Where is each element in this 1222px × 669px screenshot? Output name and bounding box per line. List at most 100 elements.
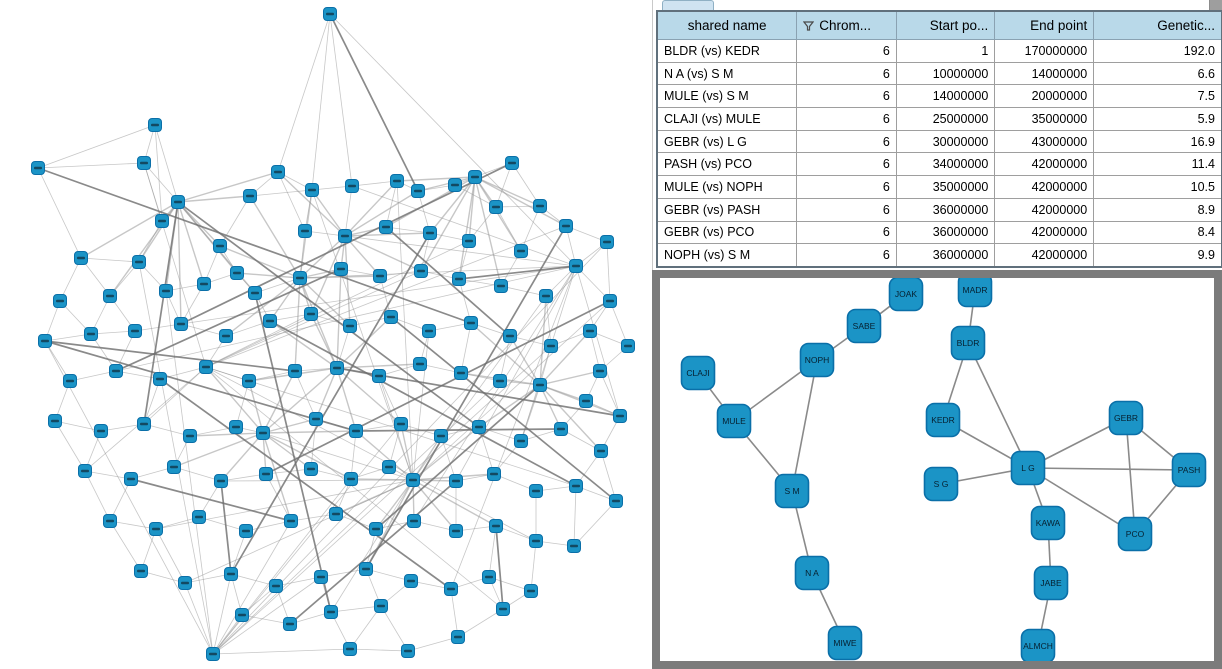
network-node[interactable] [259,467,273,481]
network-node[interactable] [489,519,503,533]
network-node[interactable] [314,570,328,584]
network-node[interactable] [567,539,581,553]
network-node[interactable] [153,372,167,386]
network-node[interactable] [411,184,425,198]
network-node[interactable] [449,474,463,488]
cell-value[interactable]: 36000000 [895,243,996,268]
subnetwork-node-kawa[interactable]: KAWA [1030,505,1066,541]
network-node[interactable] [224,567,238,581]
network-node[interactable] [219,329,233,343]
network-node[interactable] [593,364,607,378]
network-node[interactable] [533,199,547,213]
cell-shared-name[interactable]: CLAJI (vs) MULE [656,107,798,131]
network-node[interactable] [390,174,404,188]
network-node[interactable] [183,429,197,443]
network-node[interactable] [174,317,188,331]
network-node[interactable] [63,374,77,388]
network-node[interactable] [134,564,148,578]
network-node[interactable] [235,608,249,622]
network-node[interactable] [554,422,568,436]
network-node[interactable] [103,289,117,303]
network-node[interactable] [468,170,482,184]
network-node[interactable] [579,394,593,408]
cell-value[interactable]: 35000000 [994,107,1095,131]
cell-value[interactable]: 36000000 [895,197,996,222]
network-node[interactable] [338,229,352,243]
network-node[interactable] [594,444,608,458]
network-node[interactable] [569,259,583,273]
network-node[interactable] [148,118,162,132]
cell-value[interactable]: 6 [796,84,897,109]
cell-shared-name[interactable]: PASH (vs) PCO [656,152,798,177]
cell-shared-name[interactable]: MULE (vs) S M [656,84,798,109]
network-node[interactable] [206,647,220,661]
network-node[interactable] [137,156,151,170]
subnetwork-edge[interactable] [1027,467,1136,535]
subnetwork-node-bldr[interactable]: BLDR [950,325,986,361]
network-node[interactable] [489,200,503,214]
network-node[interactable] [103,514,117,528]
cell-value[interactable]: 6 [796,243,897,268]
cell-value[interactable]: 8.9 [1093,197,1222,222]
column-header-startpo[interactable]: Start po... [895,10,996,40]
network-node[interactable] [199,360,213,374]
cell-value[interactable]: 6.6 [1093,61,1222,86]
network-node[interactable] [323,7,337,21]
subnetwork-node-sm[interactable]: S M [774,473,810,509]
subnetwork-node-madr[interactable]: MADR [957,278,993,308]
subnetwork-edge[interactable] [791,359,818,492]
network-node[interactable] [293,271,307,285]
column-header-sharedname[interactable]: shared name [656,10,798,40]
network-node[interactable] [271,165,285,179]
scrollbar-cap[interactable] [1210,0,1222,11]
network-node[interactable] [514,434,528,448]
network-node[interactable] [53,294,67,308]
overview-network-canvas[interactable] [0,0,648,669]
network-node[interactable] [414,264,428,278]
network-node[interactable] [171,195,185,209]
network-node[interactable] [529,484,543,498]
network-node[interactable] [324,605,338,619]
network-node[interactable] [329,507,343,521]
cell-value[interactable]: 6 [796,197,897,222]
table-row[interactable]: PASH (vs) PCO 6 34000000 42000000 11.4 [656,152,1222,177]
network-node[interactable] [213,239,227,253]
cell-value[interactable]: 6 [796,39,897,63]
network-node[interactable] [609,494,623,508]
network-node[interactable] [452,272,466,286]
cell-value[interactable]: 16.9 [1093,129,1222,154]
network-node[interactable] [74,251,88,265]
cell-shared-name[interactable]: GEBR (vs) PCO [656,220,798,245]
subnetwork-node-lg[interactable]: L G [1010,450,1046,486]
network-node[interactable] [269,579,283,593]
network-node[interactable] [373,269,387,283]
network-node[interactable] [600,235,614,249]
subnetwork-edge[interactable] [1027,467,1190,471]
network-node[interactable] [109,364,123,378]
cell-value[interactable]: 25000000 [895,107,996,131]
network-node[interactable] [263,314,277,328]
cell-value[interactable]: 43000000 [994,129,1095,154]
network-node[interactable] [524,584,538,598]
network-node[interactable] [379,220,393,234]
network-node[interactable] [298,224,312,238]
cell-shared-name[interactable]: GEBR (vs) PASH [656,197,798,222]
network-node[interactable] [529,534,543,548]
network-node[interactable] [94,424,108,438]
network-node[interactable] [239,524,253,538]
cell-shared-name[interactable]: GEBR (vs) L G [656,129,798,154]
network-node[interactable] [132,255,146,269]
network-node[interactable] [434,429,448,443]
column-header-chrom[interactable]: Chrom... [796,10,897,40]
network-node[interactable] [155,214,169,228]
network-node[interactable] [449,524,463,538]
network-node[interactable] [369,522,383,536]
network-node[interactable] [248,286,262,300]
table-row[interactable]: GEBR (vs) L G 6 30000000 43000000 16.9 [656,129,1222,154]
cell-value[interactable]: 10000000 [895,61,996,86]
network-node[interactable] [472,420,486,434]
cell-value[interactable]: 7.5 [1093,84,1222,109]
network-node[interactable] [503,329,517,343]
subnetwork-node-sabe[interactable]: SABE [846,308,882,344]
cell-value[interactable]: 6 [796,175,897,199]
